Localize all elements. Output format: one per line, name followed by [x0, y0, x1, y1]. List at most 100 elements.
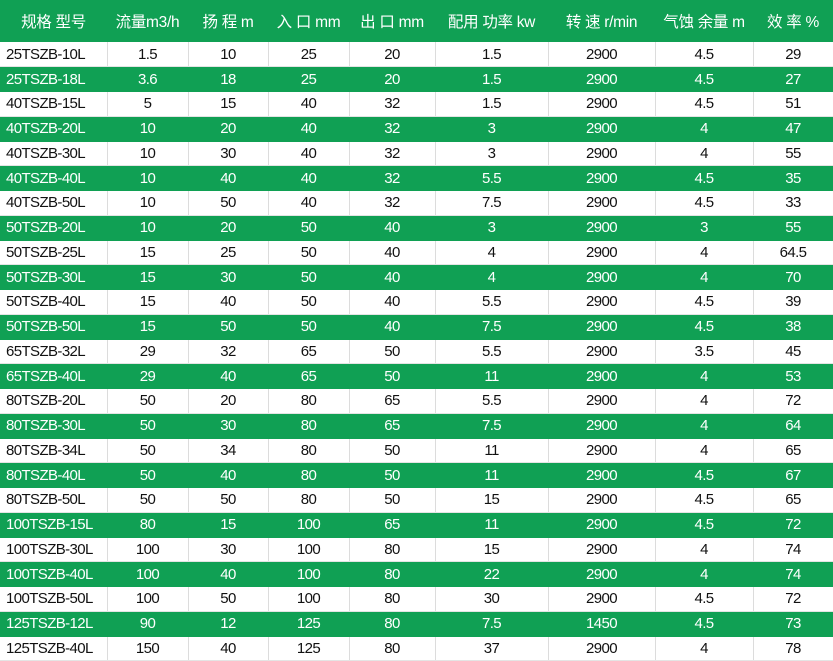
- cell-efficiency: 55: [753, 141, 833, 167]
- cell-speed: 2900: [548, 363, 656, 389]
- cell-inlet: 25: [268, 42, 350, 68]
- cell-speed: 2900: [548, 264, 656, 290]
- cell-efficiency: 64: [753, 413, 833, 439]
- cell-efficiency: 64.5: [753, 240, 833, 266]
- cell-power: 22: [435, 561, 549, 587]
- table-row: 40TSZB-30L 10 30 40 32 3 2900 4 55: [0, 141, 833, 167]
- cell-inlet: 65: [268, 339, 350, 365]
- cell-speed: 2900: [548, 116, 656, 142]
- cell-speed: 2900: [548, 66, 656, 92]
- table-row: 50TSZB-25L 15 25 50 40 4 2900 4 64.5: [0, 240, 833, 266]
- cell-flow: 80: [107, 512, 189, 538]
- table-row: 50TSZB-50L 15 50 50 40 7.5 2900 4.5 38: [0, 314, 833, 340]
- cell-speed: 2900: [548, 586, 656, 612]
- cell-inlet: 25: [268, 66, 350, 92]
- cell-power: 5.5: [435, 339, 549, 365]
- cell-inlet: 50: [268, 215, 350, 241]
- cell-npsh: 4: [655, 438, 754, 464]
- cell-speed: 2900: [548, 512, 656, 538]
- cell-head: 32: [188, 339, 269, 365]
- cell-inlet: 40: [268, 165, 350, 191]
- cell-inlet: 40: [268, 91, 350, 117]
- cell-flow: 10: [107, 215, 189, 241]
- table-row: 125TSZB-40L 150 40 125 80 37 2900 4 78: [0, 636, 833, 661]
- cell-power: 1.5: [435, 66, 549, 92]
- cell-power: 11: [435, 512, 549, 538]
- cell-npsh: 4.5: [655, 512, 754, 538]
- header-power: 配用 功率 kw: [447, 14, 536, 31]
- cell-outlet: 50: [349, 438, 436, 464]
- cell-model: 80TSZB-30L: [0, 413, 108, 439]
- header-outlet: 出 口 mm: [360, 14, 424, 31]
- cell-efficiency: 67: [753, 462, 833, 488]
- cell-head: 40: [188, 636, 269, 661]
- cell-efficiency: 38: [753, 314, 833, 340]
- cell-head: 30: [188, 141, 269, 167]
- cell-speed: 1450: [548, 611, 656, 637]
- cell-model: 100TSZB-15L: [0, 512, 108, 538]
- cell-head: 18: [188, 66, 269, 92]
- cell-outlet: 50: [349, 462, 436, 488]
- cell-npsh: 4.5: [655, 165, 754, 191]
- table-row: 80TSZB-40L 50 40 80 50 11 2900 4.5 67: [0, 462, 833, 488]
- cell-speed: 2900: [548, 91, 656, 117]
- cell-outlet: 32: [349, 116, 436, 142]
- cell-power: 11: [435, 363, 549, 389]
- cell-head: 50: [188, 586, 269, 612]
- cell-outlet: 80: [349, 611, 436, 637]
- cell-outlet: 65: [349, 413, 436, 439]
- cell-power: 5.5: [435, 289, 549, 315]
- cell-model: 25TSZB-10L: [0, 42, 108, 68]
- cell-outlet: 80: [349, 561, 436, 587]
- cell-power: 5.5: [435, 388, 549, 414]
- cell-model: 50TSZB-25L: [0, 240, 108, 266]
- cell-flow: 3.6: [107, 66, 189, 92]
- cell-efficiency: 51: [753, 91, 833, 117]
- header-efficiency: 效 率 %: [767, 14, 819, 31]
- cell-speed: 2900: [548, 240, 656, 266]
- cell-head: 15: [188, 91, 269, 117]
- cell-outlet: 40: [349, 314, 436, 340]
- cell-model: 100TSZB-30L: [0, 537, 108, 563]
- cell-efficiency: 35: [753, 165, 833, 191]
- cell-npsh: 4: [655, 537, 754, 563]
- cell-power: 5.5: [435, 165, 549, 191]
- cell-flow: 10: [107, 165, 189, 191]
- cell-flow: 10: [107, 141, 189, 167]
- cell-power: 3: [435, 215, 549, 241]
- table-row: 80TSZB-20L 50 20 80 65 5.5 2900 4 72: [0, 388, 833, 414]
- cell-model: 125TSZB-12L: [0, 611, 108, 637]
- cell-speed: 2900: [548, 165, 656, 191]
- cell-outlet: 20: [349, 66, 436, 92]
- header-model: 规格 型号: [21, 14, 86, 31]
- cell-speed: 2900: [548, 314, 656, 340]
- cell-flow: 50: [107, 462, 189, 488]
- table-row: 25TSZB-10L 1.5 10 25 20 1.5 2900 4.5 29: [0, 42, 833, 68]
- cell-speed: 2900: [548, 561, 656, 587]
- cell-model: 100TSZB-50L: [0, 586, 108, 612]
- table-row: 40TSZB-40L 10 40 40 32 5.5 2900 4.5 35: [0, 165, 833, 191]
- cell-npsh: 4: [655, 141, 754, 167]
- cell-npsh: 4.5: [655, 586, 754, 612]
- header-inlet: 入 口 mm: [276, 14, 341, 31]
- cell-head: 12: [188, 611, 269, 637]
- cell-npsh: 4.5: [655, 462, 754, 488]
- cell-outlet: 65: [349, 388, 436, 414]
- cell-outlet: 80: [349, 636, 436, 661]
- table-row: 80TSZB-30L 50 30 80 65 7.5 2900 4 64: [0, 413, 833, 439]
- cell-head: 30: [188, 264, 269, 290]
- header-head: 扬 程 m: [202, 14, 254, 31]
- cell-flow: 1.5: [107, 42, 189, 68]
- table-row: 65TSZB-40L 29 40 65 50 11 2900 4 53: [0, 363, 833, 389]
- cell-npsh: 4.5: [655, 314, 754, 340]
- cell-model: 40TSZB-30L: [0, 141, 108, 167]
- cell-inlet: 40: [268, 116, 350, 142]
- cell-outlet: 50: [349, 487, 436, 513]
- cell-model: 50TSZB-50L: [0, 314, 108, 340]
- cell-efficiency: 55: [753, 215, 833, 241]
- cell-speed: 2900: [548, 636, 656, 661]
- cell-speed: 2900: [548, 462, 656, 488]
- cell-npsh: 4.5: [655, 487, 754, 513]
- cell-efficiency: 29: [753, 42, 833, 68]
- cell-npsh: 4.5: [655, 190, 754, 216]
